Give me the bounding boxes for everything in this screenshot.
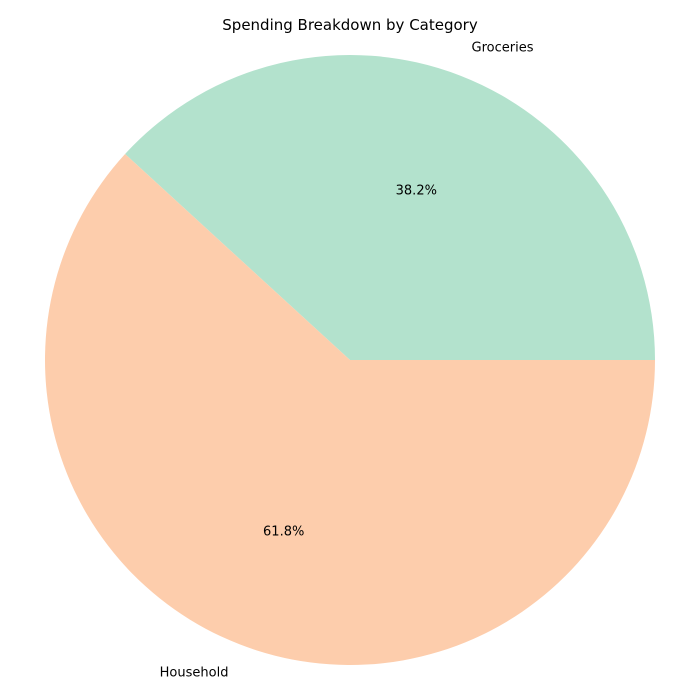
chart-title: Spending Breakdown by Category [222,16,478,34]
pie-labels: Groceries 38.2% Household 61.8% [160,40,534,680]
pie-slice-groceries [125,54,655,361]
slice-label-groceries: Groceries [472,40,534,55]
pie-slices [44,54,655,665]
pct-label-groceries: 38.2% [396,183,437,198]
slice-label-household: Household [160,666,229,681]
pie-slice-household [44,154,655,665]
pct-label-household: 61.8% [263,525,304,540]
